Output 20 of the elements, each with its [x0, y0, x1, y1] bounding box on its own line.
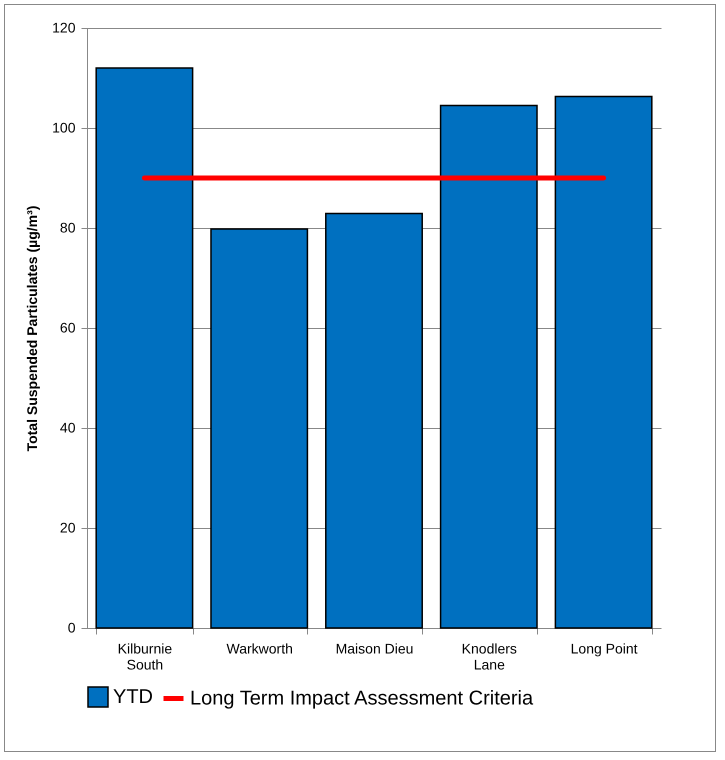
- x-tick-label: Warkworth: [226, 640, 293, 656]
- legend-label: Long Term Impact Assessment Criteria: [190, 688, 534, 710]
- x-tick-label: Kilburnie South: [118, 640, 172, 672]
- bar: [554, 96, 653, 629]
- legend-label: YTD: [113, 686, 153, 708]
- x-tick-label: Knodlers Lane: [462, 640, 517, 672]
- y-tick-label: 80: [60, 220, 76, 236]
- bar: [325, 212, 423, 629]
- y-tick-label: 120: [52, 20, 76, 36]
- y-axis-title: Total Suspended Particulates (µg/m³): [24, 206, 40, 452]
- bar: [210, 228, 308, 629]
- y-tick-label: 60: [60, 320, 76, 336]
- bar: [440, 104, 538, 629]
- y-tick-label: 0: [68, 620, 76, 636]
- y-tick-label: 40: [60, 420, 76, 436]
- bar: [95, 67, 194, 629]
- x-tick-label: Long Point: [570, 640, 638, 656]
- x-tick-label: Maison Dieu: [336, 640, 414, 656]
- y-tick-label: 100: [52, 120, 76, 136]
- y-tick-label: 20: [60, 520, 76, 536]
